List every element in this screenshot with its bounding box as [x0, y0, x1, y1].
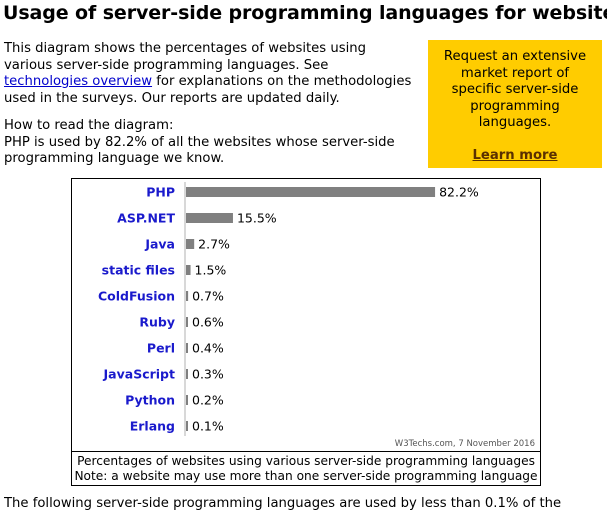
value-label: 0.7%	[192, 289, 224, 304]
bar	[186, 291, 189, 301]
value-label: 0.3%	[192, 367, 224, 382]
value-label: 15.5%	[237, 211, 277, 226]
value-label: 0.2%	[192, 393, 224, 408]
report-promo-box: Request an extensive market report of sp…	[428, 40, 602, 168]
bar	[186, 187, 436, 197]
category-label[interactable]: PHP	[146, 185, 175, 200]
chart-frame: PHP 82.2% ASP.NET 15.5% Java 2.7% static files…	[71, 178, 541, 486]
category-label[interactable]: JavaScript	[103, 367, 175, 382]
category-label[interactable]: static files	[102, 263, 175, 278]
category-label[interactable]: Perl	[147, 341, 175, 356]
bar	[186, 343, 188, 353]
caption-line-1: Percentages of websites using various se…	[77, 454, 535, 468]
value-label: 0.4%	[192, 341, 224, 356]
intro-text-start: This diagram shows the percentages of we…	[4, 41, 366, 73]
bar	[186, 369, 188, 379]
bar	[186, 421, 188, 431]
intro-text-end: for explanations on the methodologies us…	[4, 74, 412, 106]
caption-line-2: Note: a website may use more than one se…	[74, 469, 538, 483]
value-label: 0.1%	[192, 419, 224, 434]
category-label[interactable]: Python	[125, 393, 175, 408]
intro-paragraph: This diagram shows the percentages of we…	[4, 41, 416, 107]
bar	[186, 213, 233, 223]
category-label[interactable]: Erlang	[130, 419, 175, 434]
value-label: 0.6%	[192, 315, 224, 330]
bar-chart: PHP 82.2% ASP.NET 15.5% Java 2.7% static files…	[98, 182, 479, 436]
footer-text: The following server-side programming la…	[4, 496, 562, 511]
category-label[interactable]: ASP.NET	[117, 211, 175, 226]
value-label: 82.2%	[439, 185, 479, 200]
howto-heading: How to read the diagram:	[4, 118, 174, 133]
howto-paragraph: How to read the diagram: PHP is used by 8…	[4, 118, 416, 168]
bar	[186, 395, 188, 405]
promo-text: Request an extensive market report of sp…	[443, 49, 587, 130]
bar	[186, 239, 195, 249]
page-title: Usage of server-side programming languag…	[3, 2, 607, 24]
value-label: 2.7%	[198, 237, 230, 252]
category-label[interactable]: Ruby	[139, 315, 175, 330]
chart-credit: W3Techs.com, 7 November 2016	[394, 439, 535, 449]
howto-text: PHP is used by 82.2% of all the websites…	[4, 134, 395, 167]
category-label[interactable]: ColdFusion	[98, 289, 175, 304]
technologies-overview-link[interactable]: technologies overview	[4, 74, 153, 89]
chart-caption: Percentages of websites using various se…	[72, 451, 540, 484]
learn-more-link[interactable]: Learn more	[472, 147, 558, 163]
bar	[186, 265, 191, 275]
category-label[interactable]: Java	[144, 237, 175, 252]
value-label: 1.5%	[195, 263, 227, 278]
bar	[186, 317, 188, 327]
